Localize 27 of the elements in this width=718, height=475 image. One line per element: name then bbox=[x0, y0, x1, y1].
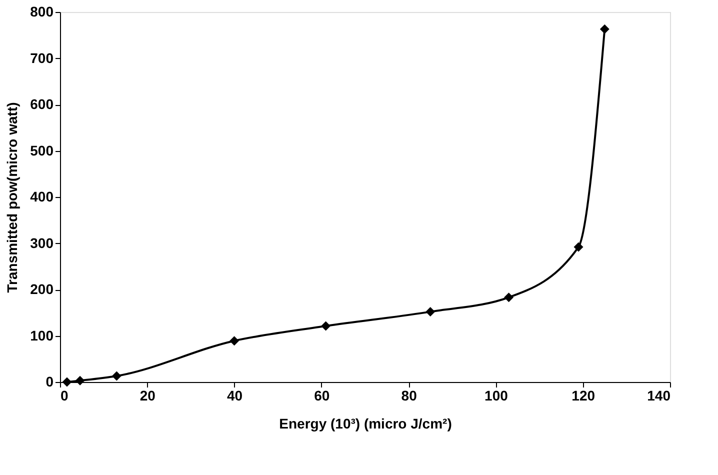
x-tick-label: 20 bbox=[140, 388, 156, 404]
y-tick-label: 300 bbox=[30, 234, 54, 251]
x-tick-label: 120 bbox=[572, 388, 596, 404]
y-tick-label: 800 bbox=[30, 4, 54, 20]
y-tick-label: 0 bbox=[46, 374, 54, 390]
x-tick-label: 140 bbox=[647, 388, 671, 404]
y-tick-label: 100 bbox=[30, 327, 54, 344]
y-tick-label: 400 bbox=[30, 188, 54, 204]
point bbox=[504, 292, 514, 302]
x-tick-label: 0 bbox=[60, 388, 68, 404]
x-axis-title: Energy (10³) (micro J/cm²) bbox=[279, 416, 452, 432]
y-axis-title: Transmitted pow(micro watt) bbox=[4, 102, 20, 293]
point bbox=[574, 242, 584, 252]
point bbox=[600, 24, 610, 34]
point bbox=[321, 321, 331, 331]
point bbox=[426, 306, 436, 316]
y-tick-label: 700 bbox=[30, 50, 54, 66]
y-tick-label: 600 bbox=[30, 96, 54, 112]
x-tick-label: 40 bbox=[226, 388, 243, 404]
x-tick-label: 60 bbox=[314, 388, 330, 404]
y-tick-label: 200 bbox=[30, 281, 54, 297]
point bbox=[230, 336, 240, 346]
x-tick-label: 80 bbox=[401, 388, 418, 404]
point bbox=[75, 376, 85, 386]
point bbox=[112, 371, 122, 381]
y-tick-label: 500 bbox=[30, 142, 54, 158]
x-tick-label: 100 bbox=[484, 388, 508, 404]
